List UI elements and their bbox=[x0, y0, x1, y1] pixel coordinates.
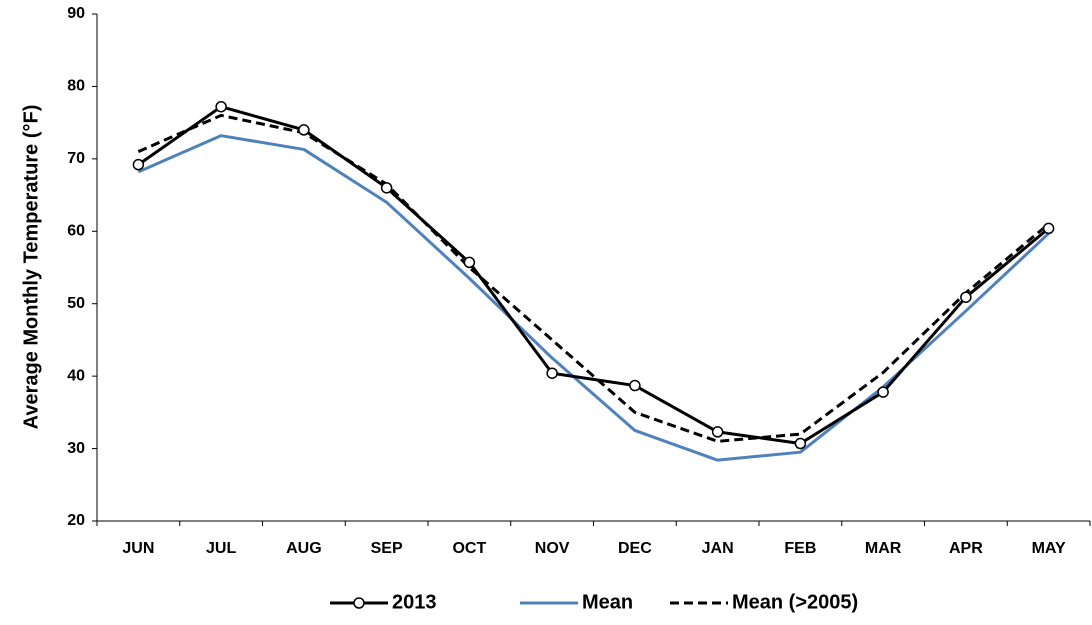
x-tick-label: AUG bbox=[286, 540, 322, 557]
legend-label: Mean bbox=[582, 591, 633, 613]
x-tick-label: OCT bbox=[452, 540, 486, 557]
y-tick-label: 30 bbox=[67, 440, 85, 457]
point-marker bbox=[877, 386, 889, 398]
point-marker bbox=[546, 367, 558, 379]
point-marker bbox=[132, 158, 145, 171]
y-tick-label: 40 bbox=[67, 367, 85, 384]
point-marker bbox=[960, 291, 972, 303]
point-marker bbox=[794, 437, 807, 450]
point-marker bbox=[298, 124, 310, 136]
point-marker bbox=[711, 426, 724, 438]
point-marker bbox=[463, 256, 476, 269]
y-axis-label: Average Monthly Temperature (°F) bbox=[20, 105, 42, 430]
y-tick-label: 70 bbox=[67, 150, 85, 167]
x-tick-label: APR bbox=[949, 540, 983, 557]
x-tick-label: JUN bbox=[122, 540, 154, 557]
x-tick-label: FEB bbox=[784, 540, 816, 557]
x-tick-label: MAR bbox=[865, 540, 902, 557]
x-tick-label: NOV bbox=[535, 540, 570, 557]
x-tick-label: JAN bbox=[702, 540, 734, 557]
x-tick-label: SEP bbox=[371, 540, 403, 557]
x-tick-label: DEC bbox=[618, 540, 652, 557]
x-tick-label: MAY bbox=[1032, 540, 1066, 557]
legend-marker bbox=[353, 597, 365, 609]
point-marker bbox=[629, 379, 641, 392]
series-line bbox=[137, 113, 1050, 443]
y-tick-label: 90 bbox=[67, 5, 85, 22]
series-line bbox=[137, 134, 1050, 462]
point-marker bbox=[215, 100, 227, 113]
y-tick-label: 60 bbox=[67, 223, 85, 240]
point-marker bbox=[1042, 222, 1055, 235]
legend-label: 2013 bbox=[392, 591, 437, 613]
x-tick-label: JUL bbox=[206, 540, 236, 557]
point-marker bbox=[380, 182, 393, 194]
y-tick-label: 20 bbox=[67, 512, 85, 529]
legend-label: Mean (>2005) bbox=[732, 591, 858, 613]
y-tick-label: 50 bbox=[67, 295, 85, 312]
series-line bbox=[137, 105, 1050, 446]
y-tick-label: 80 bbox=[67, 78, 85, 95]
